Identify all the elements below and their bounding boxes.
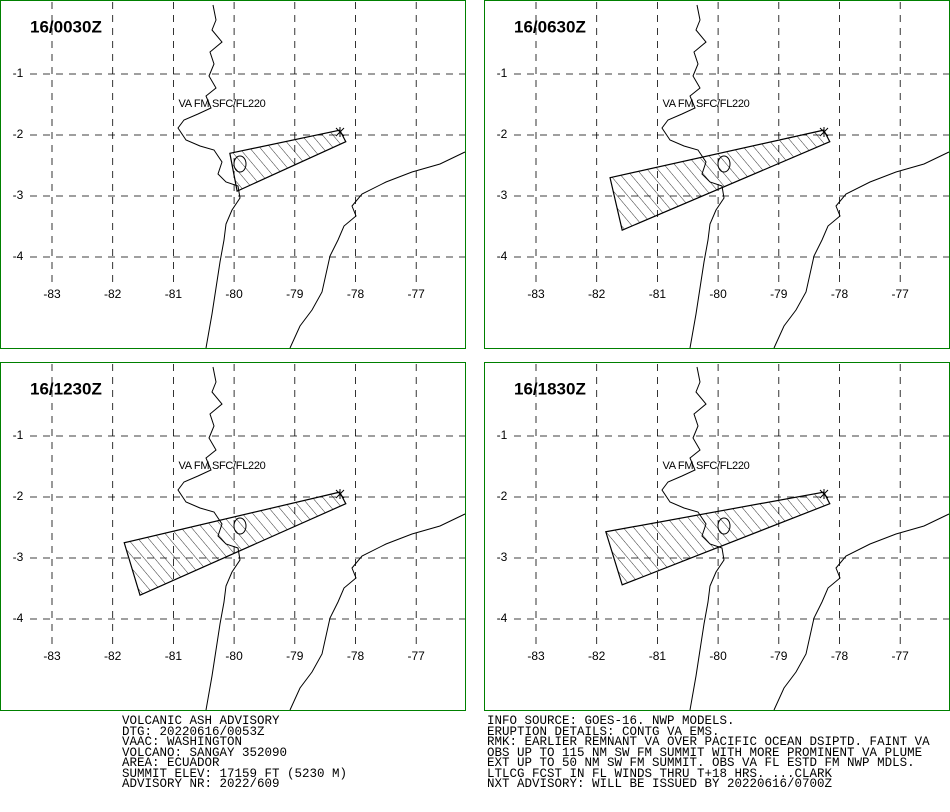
lat-label: -1 <box>13 428 24 442</box>
lon-label: -81 <box>649 287 667 301</box>
lat-label: -4 <box>497 249 508 263</box>
panel-label: VA FM SFC/FL220 <box>179 460 266 472</box>
lon-label: -82 <box>104 287 122 301</box>
advisory-line: VAAC: WASHINGTON <box>122 735 243 749</box>
lon-label: -83 <box>43 649 61 663</box>
advisory-line: LTLCG FCST IN FL WINDS THRU T+18 HRS. ..… <box>487 766 833 781</box>
lon-label: -78 <box>347 649 365 663</box>
lat-label: -3 <box>497 188 508 202</box>
lon-label: -80 <box>225 287 243 301</box>
lat-label: -2 <box>497 127 508 141</box>
advisory-line: ADVISORY NR: 2022/609 <box>122 777 280 791</box>
ash-area <box>605 491 831 586</box>
panel-label: VA FM SFC/FL220 <box>663 98 750 110</box>
advisory-line: DTG: 20220616/0053Z <box>122 724 265 739</box>
advisory-line: EXT UP TO 50 NM SW FM SUMMIT. OBS VA FL … <box>487 756 915 770</box>
panel-label: VA FM SFC/FL220 <box>179 98 266 110</box>
lon-label: -81 <box>649 649 667 663</box>
ash-area <box>609 129 831 231</box>
lon-label: -82 <box>588 649 606 663</box>
panel-time: 16/0630Z <box>514 17 586 36</box>
lon-label: -77 <box>892 287 910 301</box>
lon-label: -80 <box>225 649 243 663</box>
map-panel: -83 -82 -81 -80 -79 -78 -77 -1 -2 -3 -4 16/1230Z VA … <box>0 362 466 711</box>
panel-time: 16/1230Z <box>30 379 102 398</box>
map-panels: -83 -82 -81 -80 -79 -78 -77 -1 -2 -3 -4 16/0030Z VA … <box>0 0 950 711</box>
lon-label: -79 <box>286 649 304 663</box>
lon-label: -80 <box>709 649 727 663</box>
lon-label: -82 <box>588 287 606 301</box>
lat-label: -3 <box>13 188 24 202</box>
lon-label: -77 <box>408 287 426 301</box>
lat-label: -3 <box>13 550 24 564</box>
lon-label: -83 <box>43 287 61 301</box>
lon-label: -77 <box>408 649 426 663</box>
advisory-right: INFO SOURCE: GOES-16. NWP MODELS. ERUPTIO… <box>487 714 930 791</box>
lat-label: -2 <box>497 489 508 503</box>
lon-label: -78 <box>831 649 849 663</box>
advisory-line: NXT ADVISORY: WILL BE ISSUED BY 20220616… <box>487 777 833 791</box>
advisory-line: VOLCANIC ASH ADVISORY <box>122 714 280 728</box>
lat-label: -2 <box>13 127 24 141</box>
ash-area <box>123 491 347 597</box>
panel-time: 16/0030Z <box>30 17 102 36</box>
lat-label: -1 <box>497 66 508 80</box>
lon-label: -80 <box>709 287 727 301</box>
lon-label: -81 <box>165 649 183 663</box>
lat-label: -4 <box>497 611 508 625</box>
lat-label: -1 <box>13 66 24 80</box>
panel-time: 16/1830Z <box>514 379 586 398</box>
panel-frame <box>0 0 466 349</box>
lat-label: -1 <box>497 428 508 442</box>
lon-label: -79 <box>286 287 304 301</box>
advisory-line: RMK: EARLIER REMNANT VA OVER PACIFIC OCE… <box>487 735 930 749</box>
lon-label: -83 <box>527 287 545 301</box>
lat-label: -2 <box>13 489 24 503</box>
advisory-left: VOLCANIC ASH ADVISORY DTG: 20220616/0053Z… <box>122 714 348 791</box>
lon-label: -77 <box>892 649 910 663</box>
advisory-line: OBS UP TO 115 NM SW FM SUMMIT WITH MORE … <box>487 745 923 760</box>
lat-label: -4 <box>13 611 24 625</box>
lon-label: -79 <box>770 287 788 301</box>
lon-label: -79 <box>770 649 788 663</box>
advisory-line: VOLCANO: SANGAY 352090 <box>122 745 288 760</box>
lat-label: -4 <box>13 249 24 263</box>
lon-label: -81 <box>165 287 183 301</box>
advisory-line: SUMMIT ELEV: 17159 FT (5230 M) <box>122 766 348 781</box>
lat-label: -3 <box>497 550 508 564</box>
advisory-line: AREA: ECUADOR <box>122 756 220 770</box>
lon-label: -78 <box>831 287 849 301</box>
lon-label: -82 <box>104 649 122 663</box>
map-panel: -83 -82 -81 -80 -79 -78 -77 -1 -2 -3 -4 16/0630Z VA … <box>484 0 950 349</box>
ash-area <box>229 129 347 192</box>
lon-label: -83 <box>527 649 545 663</box>
map-panel: -83 -82 -81 -80 -79 -78 -77 -1 -2 -3 -4 16/1830Z VA … <box>484 362 950 711</box>
panel-label: VA FM SFC/FL220 <box>663 460 750 472</box>
advisory-line: INFO SOURCE: GOES-16. NWP MODELS. <box>487 714 735 728</box>
map-panel: -83 -82 -81 -80 -79 -78 -77 -1 -2 -3 -4 16/0030Z VA … <box>0 0 466 349</box>
advisory-line: ERUPTION DETAILS: CONTG VA EMS. <box>487 724 720 739</box>
lon-label: -78 <box>347 287 365 301</box>
